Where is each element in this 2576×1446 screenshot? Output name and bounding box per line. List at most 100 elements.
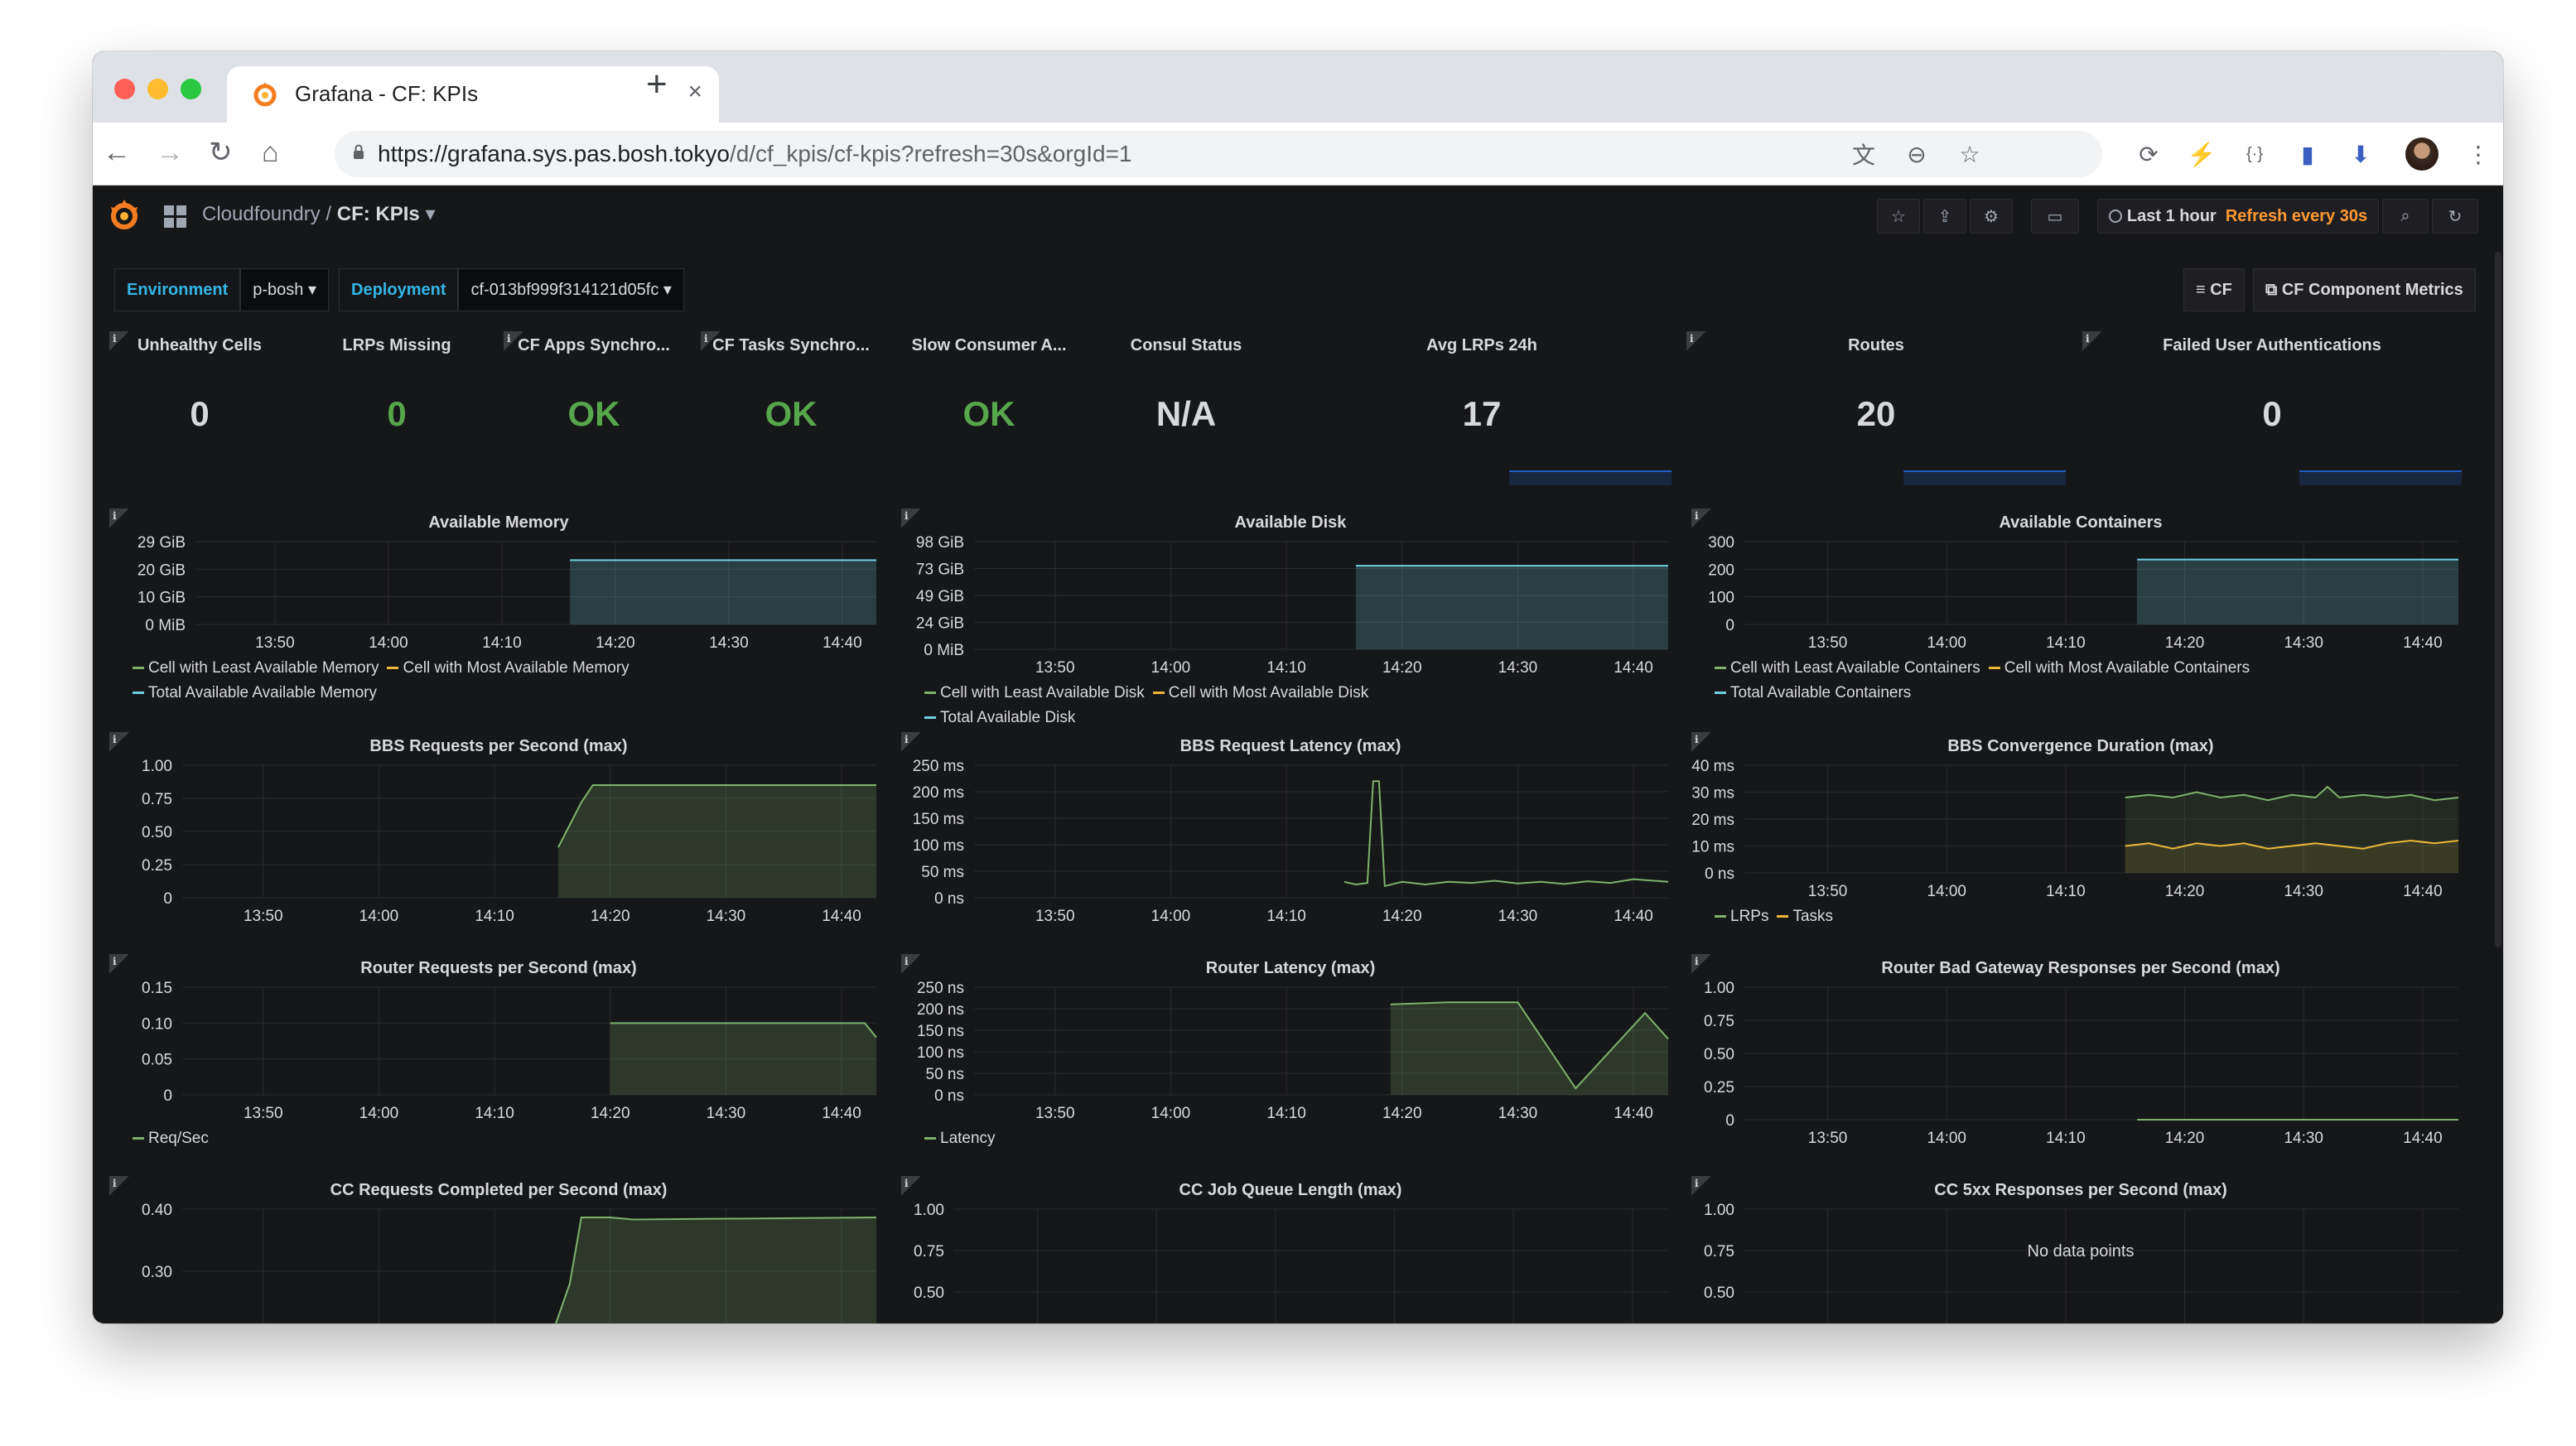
singlestat-panel[interactable]: i Unhealthy Cells 0 xyxy=(109,331,290,494)
panel-title[interactable]: Available Memory xyxy=(428,513,569,532)
graph-panel[interactable]: i BBS Request Latency (max) 250 ms 200 ms 15… xyxy=(901,732,1680,947)
graph-plot[interactable]: 1.00 0.75 0.50 0.25 0 13:50 14:00 14:10 14:20 14:… xyxy=(1691,954,2470,1169)
forward-button[interactable]: → xyxy=(156,137,184,168)
minimize-window-button[interactable] xyxy=(147,79,168,99)
panel-title[interactable]: Router Latency (max) xyxy=(1205,959,1376,977)
share-dashboard-button[interactable]: ⇪ xyxy=(1923,199,1966,234)
graph-panel[interactable]: i Available Containers 300 200 100 0 13:50 14:0… xyxy=(1691,509,2470,724)
panel-title[interactable]: CC Job Queue Length (max) xyxy=(1179,1181,1402,1199)
panel-title[interactable]: BBS Request Latency (max) xyxy=(1179,737,1401,755)
graph-panel[interactable]: i Router Latency (max) 250 ns 200 ns 150 ns 1… xyxy=(901,954,1680,1169)
singlestat-panel[interactable]: i Routes 20 xyxy=(1686,331,2066,494)
info-icon[interactable]: i xyxy=(109,732,129,752)
graph-panel[interactable]: i CC Requests Completed per Second (max) 0… xyxy=(109,1176,888,1323)
legend-item[interactable]: Cell with Least Available Memory xyxy=(133,659,379,677)
close-window-button[interactable] xyxy=(114,79,135,99)
legend-item[interactable]: Latency xyxy=(924,1130,996,1147)
cf-dashboard-link[interactable]: ≡ CF xyxy=(2183,268,2245,311)
singlestat-panel[interactable]: i CF Apps Synchro... OK xyxy=(504,331,684,494)
singlestat-panel[interactable]: LRPs Missing 0 xyxy=(306,331,487,494)
graph-panel[interactable]: i CC Job Queue Length (max) 1.00 0.75 0.50 0.… xyxy=(901,1176,1680,1323)
panel-title[interactable]: CC 5xx Responses per Second (max) xyxy=(1934,1181,2227,1199)
legend-item[interactable]: Total Available Containers xyxy=(1715,684,1911,701)
graph-plot[interactable]: 300 200 100 0 13:50 14:00 14:10 14:20 14:30 14:40 xyxy=(1691,509,2470,724)
panel-title[interactable]: Routes xyxy=(1848,336,1904,354)
graph-panel[interactable]: i Available Memory 29 GiB 20 GiB 10 GiB 0 MiB… xyxy=(109,509,888,724)
deployment-select[interactable]: cf-013bf999f314121d05fc ▾ xyxy=(458,268,684,311)
panel-title[interactable]: BBS Requests per Second (max) xyxy=(369,737,628,755)
info-icon[interactable]: i xyxy=(2082,331,2102,351)
bookmark-extension-icon[interactable]: ▮ xyxy=(2301,141,2314,167)
star-dashboard-button[interactable]: ☆ xyxy=(1877,199,1920,234)
series-line[interactable] xyxy=(557,784,876,848)
singlestat-panel[interactable]: Consul Status N/A xyxy=(1096,331,1276,494)
breadcrumb-folder[interactable]: Cloudfoundry / xyxy=(202,203,337,225)
info-icon[interactable]: i xyxy=(1691,954,1711,974)
legend-item[interactable]: Tasks xyxy=(1777,908,1833,925)
profile-avatar[interactable] xyxy=(2405,137,2439,171)
settings-button[interactable]: ⚙ xyxy=(1970,199,2013,234)
graph-plot[interactable]: 1.000.750.500.25 xyxy=(901,1176,1680,1323)
singlestat-panel[interactable]: i Failed User Authentications 0 xyxy=(2082,331,2462,494)
graph-plot[interactable]: 29 GiB 20 GiB 10 GiB 0 MiB 13:50 14:00 14:10 14… xyxy=(109,509,888,724)
time-picker-button[interactable]: Last 1 hour Refresh every 30s xyxy=(2097,199,2379,234)
graph-plot[interactable]: 40 ms 30 ms 20 ms 10 ms 0 ns 13:50 14:00 14:10 1… xyxy=(1691,732,2470,947)
dashboards-grid-icon[interactable] xyxy=(164,205,187,229)
info-icon[interactable]: i xyxy=(109,331,129,351)
panel-title[interactable]: Router Requests per Second (max) xyxy=(360,959,637,977)
graph-panel[interactable]: i Router Requests per Second (max) 0.15 0.1… xyxy=(109,954,888,1169)
new-tab-button[interactable]: + xyxy=(646,64,668,104)
panel-title[interactable]: LRPs Missing xyxy=(342,336,451,354)
chrome-menu-icon[interactable]: ⋮ xyxy=(2467,141,2490,167)
panel-title[interactable]: CC Requests Completed per Second (max) xyxy=(330,1181,668,1199)
info-icon[interactable]: i xyxy=(504,331,523,351)
legend-item[interactable]: Cell with Least Available Disk xyxy=(924,684,1145,701)
sync-extension-icon[interactable]: ⟳ xyxy=(2139,141,2159,167)
translate-icon[interactable]: 文 xyxy=(1851,142,1875,168)
info-icon[interactable]: i xyxy=(901,509,921,528)
legend-item[interactable]: Cell with Most Available Containers xyxy=(1988,659,2250,677)
dashboard-title[interactable]: CF: KPIs xyxy=(336,203,420,225)
graph-panel[interactable]: i Available Disk 98 GiB 73 GiB 49 GiB 24 GiB 0… xyxy=(901,509,1680,726)
info-icon[interactable]: i xyxy=(109,509,129,528)
panel-title[interactable]: Slow Consumer A... xyxy=(911,336,1067,354)
home-button[interactable]: ⌂ xyxy=(262,137,279,168)
legend-item[interactable]: Cell with Most Available Disk xyxy=(1152,684,1368,701)
panel-title[interactable]: Unhealthy Cells xyxy=(137,336,263,354)
singlestat-panel[interactable]: i CF Tasks Synchro... OK xyxy=(701,331,881,494)
info-icon[interactable]: i xyxy=(701,331,721,351)
graph-plot[interactable]: 98 GiB 73 GiB 49 GiB 24 GiB 0 MiB 13:50 14:00 1… xyxy=(901,509,1680,724)
reload-button[interactable]: ↻ xyxy=(209,137,233,168)
grafana-logo-icon[interactable] xyxy=(106,197,142,234)
panel-title[interactable]: Failed User Authentications xyxy=(2163,336,2381,354)
info-icon[interactable]: i xyxy=(109,1176,129,1196)
close-tab-icon[interactable]: × xyxy=(687,78,702,105)
info-icon[interactable]: i xyxy=(1691,1176,1711,1196)
info-icon[interactable]: i xyxy=(1691,509,1711,528)
info-icon[interactable]: i xyxy=(1691,732,1711,752)
graph-plot[interactable]: 1.000.750.500.25 xyxy=(1691,1176,2470,1323)
series-line[interactable] xyxy=(610,1022,877,1039)
series-line[interactable] xyxy=(2125,785,2459,802)
graph-plot[interactable]: 250 ns 200 ns 150 ns 100 ns 50 ns 0 ns 13:50 14… xyxy=(901,954,1680,1169)
info-icon[interactable]: i xyxy=(1686,331,1706,351)
download-extension-icon[interactable]: ⬇ xyxy=(2351,141,2371,167)
legend-item[interactable]: Req/Sec xyxy=(133,1130,209,1147)
info-icon[interactable]: i xyxy=(109,954,129,974)
series-line[interactable] xyxy=(2125,839,2459,850)
environment-select[interactable]: p-bosh ▾ xyxy=(240,268,330,311)
series-line[interactable] xyxy=(1343,780,1669,888)
panel-title[interactable]: Available Disk xyxy=(1234,513,1347,532)
tv-mode-button[interactable]: ▭ xyxy=(2031,199,2079,234)
series-line[interactable] xyxy=(552,1217,877,1323)
maximize-window-button[interactable] xyxy=(181,79,201,99)
legend-item[interactable]: Total Available Disk xyxy=(924,709,1075,726)
graph-plot[interactable]: 0.15 0.10 0.05 0 13:50 14:00 14:10 14:20 14:30 14… xyxy=(109,954,888,1169)
zoom-icon[interactable]: ⊖ xyxy=(1907,141,1927,167)
browser-tab[interactable]: Grafana - CF: KPIs × xyxy=(227,66,719,123)
graph-plot[interactable]: 1.00 0.75 0.50 0.25 0 13:50 14:00 14:10 14:20 14:… xyxy=(109,732,888,947)
panel-title[interactable]: Avg LRPs 24h xyxy=(1426,336,1537,354)
info-icon[interactable]: i xyxy=(901,1176,921,1196)
singlestat-panel[interactable]: Avg LRPs 24h 17 xyxy=(1292,331,1672,494)
url-text[interactable]: https://grafana.sys.pas.bosh.tokyo/d/cf_… xyxy=(378,141,1132,167)
